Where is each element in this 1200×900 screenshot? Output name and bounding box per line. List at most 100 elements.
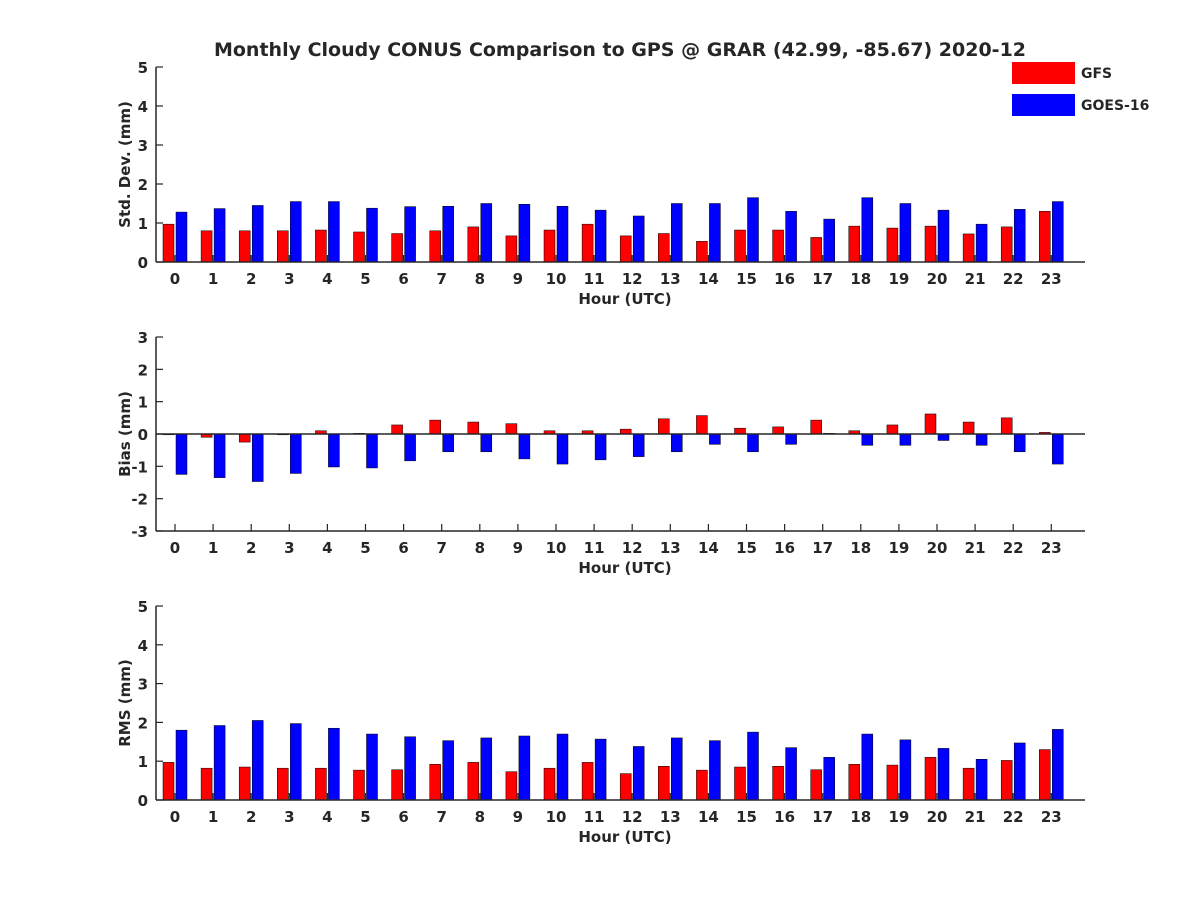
x-tick-label: 1 [208,808,218,826]
bar-goes16-hour-21 [975,223,988,263]
bar-goes16-hour-15 [747,731,759,801]
legend-label-gfs: GFS [1081,66,1112,82]
bar-goes16-hour-3 [290,433,302,474]
x-tick-label: 9 [513,539,523,557]
legend: GFS GOES-16 [1012,62,1149,116]
y-tick-label: 2 [138,361,148,379]
bar-gfs-hour-22 [1000,417,1013,435]
x-tick-label: 5 [360,270,370,288]
bar-gfs-hour-19 [886,227,899,263]
bar-gfs-hour-9 [505,771,518,801]
bar-goes16-hour-22 [1013,742,1026,801]
bar-goes16-hour-12 [632,433,645,457]
x-tick-label: 3 [284,539,294,557]
bar-gfs-hour-7 [429,230,441,263]
bar-gfs-hour-23 [1039,211,1051,263]
x-tick-label: 12 [622,808,643,826]
x-tick-label: 6 [398,539,408,557]
y-tick-label: -2 [131,491,148,509]
x-tick-label: 14 [698,270,719,288]
x-tick-label: 16 [774,270,795,288]
x-tick-label: 14 [698,539,719,557]
bar-gfs-hour-21 [962,233,975,263]
x-tick-label: 19 [888,539,909,557]
y-tick-label: 3 [138,137,148,155]
y-tick-label: 0 [138,254,148,272]
x-tick-label: 13 [660,539,681,557]
bar-gfs-hour-7 [429,764,441,801]
bar-gfs-hour-4 [315,767,327,801]
bar-goes16-hour-20 [937,209,950,263]
bar-gfs-hour-16 [772,765,784,801]
x-tick-label: 10 [546,270,567,288]
bar-goes16-hour-20 [937,748,950,801]
bar-goes16-hour-19 [899,433,912,446]
bar-gfs-hour-14 [696,769,708,801]
bar-gfs-hour-23 [1039,749,1051,801]
bar-goes16-hour-0 [175,433,188,475]
bar-gfs-hour-15 [734,766,746,801]
chart-title: Monthly Cloudy CONUS Comparison to GPS @… [214,39,1026,61]
bar-gfs-hour-5 [353,231,365,263]
bar-goes16-hour-11 [594,209,607,263]
y-axis-label: RMS (mm) [116,659,134,746]
x-tick-label: 5 [360,808,370,826]
bar-goes16-hour-6 [404,736,416,801]
bar-goes16-hour-11 [594,433,607,461]
bar-goes16-hour-17 [823,757,835,801]
y-tick-label: -1 [131,458,148,476]
bar-goes16-hour-16 [785,747,797,801]
x-tick-label: 21 [965,270,986,288]
bar-goes16-hour-2 [251,433,264,482]
bar-gfs-hour-11 [581,762,594,801]
x-axis-label: Hour (UTC) [578,559,671,577]
x-tick-label: 2 [246,539,256,557]
x-tick-label: 13 [660,270,681,288]
x-tick-label: 20 [927,270,948,288]
x-tick-label: 10 [546,808,567,826]
bar-goes16-hour-8 [480,737,493,801]
bar-goes16-hour-5 [366,433,378,469]
bar-gfs-hour-12 [619,773,632,801]
bar-gfs-hour-8 [467,226,480,263]
bar-gfs-hour-13 [658,233,670,263]
bar-goes16-hour-1 [213,433,226,478]
bar-goes16-hour-14 [709,740,721,801]
bar-gfs-hour-6 [391,424,403,435]
bar-gfs-hour-22 [1000,760,1013,801]
y-axis-label: Bias (mm) [116,391,134,477]
x-tick-label: 19 [888,808,909,826]
x-tick-label: 22 [1003,539,1024,557]
x-tick-label: 22 [1003,808,1024,826]
x-tick-label: 16 [774,808,795,826]
bar-goes16-hour-15 [747,197,759,263]
x-tick-label: 1 [208,539,218,557]
bar-gfs-hour-19 [886,764,899,801]
bar-goes16-hour-3 [290,723,302,801]
x-tick-label: 23 [1041,808,1062,826]
x-tick-label: 10 [546,539,567,557]
bar-gfs-hour-1 [200,230,213,263]
bar-goes16-hour-16 [785,433,797,445]
y-tick-label: 4 [138,637,148,655]
bar-gfs-hour-9 [505,235,518,263]
bar-gfs-hour-1 [200,767,213,801]
bar-gfs-hour-10 [543,767,556,801]
bar-gfs-hour-2 [238,230,251,263]
x-tick-label: 4 [322,808,332,826]
bar-goes16-hour-13 [671,433,683,453]
x-tick-label: 18 [850,539,871,557]
bar-goes16-hour-7 [442,433,454,453]
bar-goes16-hour-20 [937,433,950,441]
legend-label-goes16: GOES-16 [1081,98,1149,114]
bar-goes16-hour-10 [556,433,569,465]
bar-goes16-hour-1 [213,725,226,801]
bar-gfs-hour-16 [772,426,784,435]
bar-goes16-hour-0 [175,211,188,263]
bar-gfs-hour-10 [543,229,556,263]
x-tick-label: 0 [170,270,180,288]
bar-gfs-hour-20 [924,757,937,801]
bar-gfs-hour-6 [391,769,403,801]
bar-goes16-hour-12 [632,746,645,801]
